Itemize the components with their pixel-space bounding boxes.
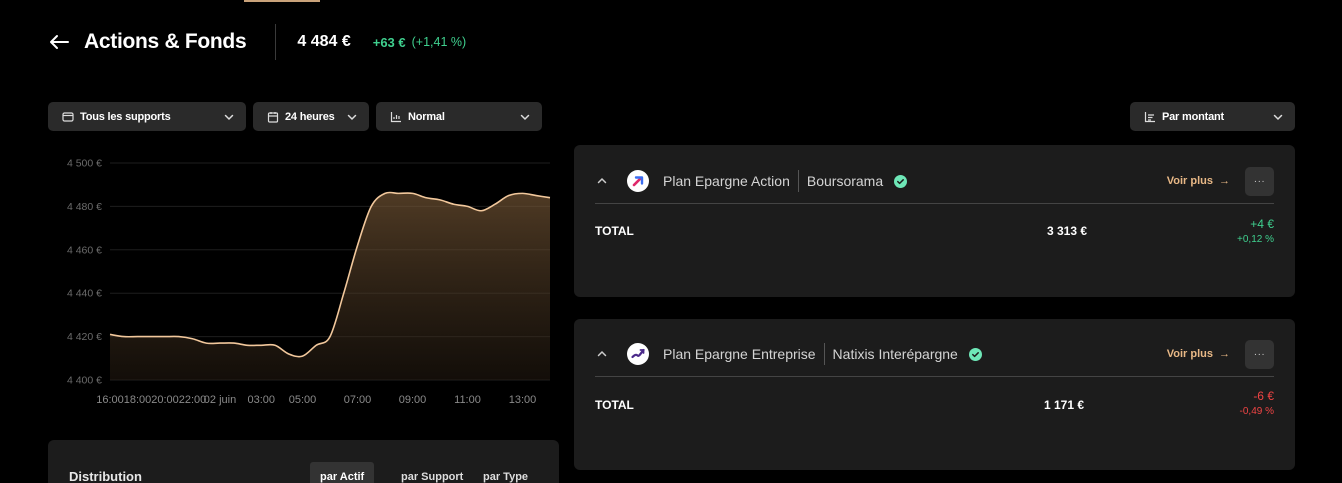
portfolio-value-chart[interactable]: 4 500 € 4 480 € 4 460 € 4 440 € 4 420 € 4 400… (48, 150, 558, 415)
chevron-down-icon (224, 112, 234, 122)
sort-dropdown[interactable]: Par montant (1130, 102, 1295, 131)
chevron-down-icon (520, 112, 530, 122)
chevron-up-icon[interactable] (595, 174, 609, 188)
wallet-icon (62, 111, 74, 123)
voir-plus-label: Voir plus (1166, 348, 1213, 360)
sort-dropdown-label: Par montant (1162, 110, 1224, 123)
sort-icon (1144, 111, 1156, 123)
x-tick-label: 05:00 (289, 394, 317, 406)
delta-amount: -6 € (1253, 389, 1274, 403)
plan-name: Plan Epargne Action (663, 173, 790, 189)
name-divider (797, 170, 799, 192)
portfolio-change-amount: +63 € (372, 34, 406, 50)
x-tick-label: 22:00 (179, 394, 207, 406)
supports-dropdown[interactable]: Tous les supports (48, 102, 246, 131)
voir-plus-label: Voir plus (1166, 175, 1213, 187)
card-header: Plan Epargne Action Boursorama Voir plus… (595, 166, 1274, 196)
x-tick-label: 02 juin (204, 394, 236, 406)
portfolio-change-percent: (+1,41 %) (411, 35, 467, 49)
verified-check-icon (968, 347, 982, 361)
delta-percent: +0,12 % (1237, 234, 1274, 245)
y-tick-label: 4 460 € (67, 244, 102, 256)
period-dropdown[interactable]: 24 heures (253, 102, 369, 131)
chart-area-fill (110, 192, 550, 380)
page-header: Actions & Fonds 4 484 € +63 € (+1,41 %) (48, 24, 466, 60)
arrow-right-icon: → (1219, 348, 1230, 360)
back-arrow-icon[interactable] (48, 31, 70, 53)
total-label: TOTAL (595, 398, 634, 412)
x-tick-label: 13:00 (509, 394, 537, 406)
bank-name: Natixis Interépargne (832, 346, 958, 362)
period-dropdown-label: 24 heures (285, 110, 335, 123)
tab-par-actif[interactable]: par Actif (310, 462, 375, 483)
y-tick-label: 4 420 € (67, 331, 102, 343)
total-label: TOTAL (595, 224, 634, 238)
plan-card-pea: Plan Epargne Action Boursorama Voir plus… (574, 145, 1295, 297)
y-tick-label: 4 500 € (67, 158, 102, 170)
card-header: Plan Epargne Entreprise Natixis Interépa… (595, 339, 1274, 369)
x-tick-label: 07:00 (344, 394, 372, 406)
top-accent-bar (244, 0, 320, 2)
x-tick-label: 09:00 (399, 394, 427, 406)
y-tick-label: 4 440 € (67, 288, 102, 300)
display-mode-dropdown-label: Normal (408, 110, 445, 123)
card-divider (595, 203, 1274, 204)
total-amount: 3 313 € (1047, 224, 1088, 238)
tab-par-support[interactable]: par Support (401, 471, 464, 483)
portfolio-total: 4 484 € (297, 33, 351, 50)
y-tick-label: 4 480 € (67, 201, 102, 213)
delta-percent: -0,49 % (1239, 406, 1274, 417)
voir-plus-link[interactable]: Voir plus → (1167, 348, 1230, 360)
chevron-down-icon (1273, 112, 1283, 122)
y-tick-label: 4 400 € (67, 375, 102, 387)
bank-name: Boursorama (806, 173, 884, 189)
chart-icon (390, 111, 402, 123)
x-tick-label: 03:00 (247, 394, 275, 406)
natixis-logo-icon (627, 343, 649, 365)
x-tick-label: 20:00 (151, 394, 179, 406)
plan-name: Plan Epargne Entreprise (663, 346, 816, 362)
voir-plus-link[interactable]: Voir plus → (1167, 175, 1230, 187)
name-divider (823, 343, 825, 365)
more-options-button[interactable]: ··· (1245, 166, 1274, 196)
chevron-up-icon[interactable] (595, 347, 609, 361)
total-delta: -6 € -0,49 % (1240, 389, 1274, 417)
more-options-button[interactable]: ··· (1245, 339, 1274, 369)
tab-par-type[interactable]: par Type (483, 471, 529, 483)
header-divider (275, 24, 277, 60)
total-delta: +4 € +0,12 % (1237, 217, 1274, 245)
card-divider (595, 376, 1274, 377)
x-tick-label: 11:00 (454, 394, 481, 406)
x-tick-label: 16:00 (96, 394, 124, 406)
distribution-panel: Distribution par Actif par Support par T… (48, 440, 559, 483)
delta-amount: +4 € (1250, 217, 1274, 231)
boursorama-logo-icon (627, 170, 649, 192)
x-tick-label: 18:00 (124, 394, 152, 406)
verified-check-icon (894, 174, 908, 188)
supports-dropdown-label: Tous les supports (80, 110, 171, 123)
calendar-icon (267, 111, 279, 123)
total-amount: 1 171 € (1044, 398, 1085, 412)
page-title: Actions & Fonds (84, 30, 247, 53)
chevron-down-icon (347, 112, 357, 122)
arrow-right-icon: → (1219, 175, 1230, 187)
display-mode-dropdown[interactable]: Normal (376, 102, 542, 131)
plan-card-pee: Plan Epargne Entreprise Natixis Interépa… (574, 319, 1295, 470)
distribution-title: Distribution (69, 469, 142, 483)
